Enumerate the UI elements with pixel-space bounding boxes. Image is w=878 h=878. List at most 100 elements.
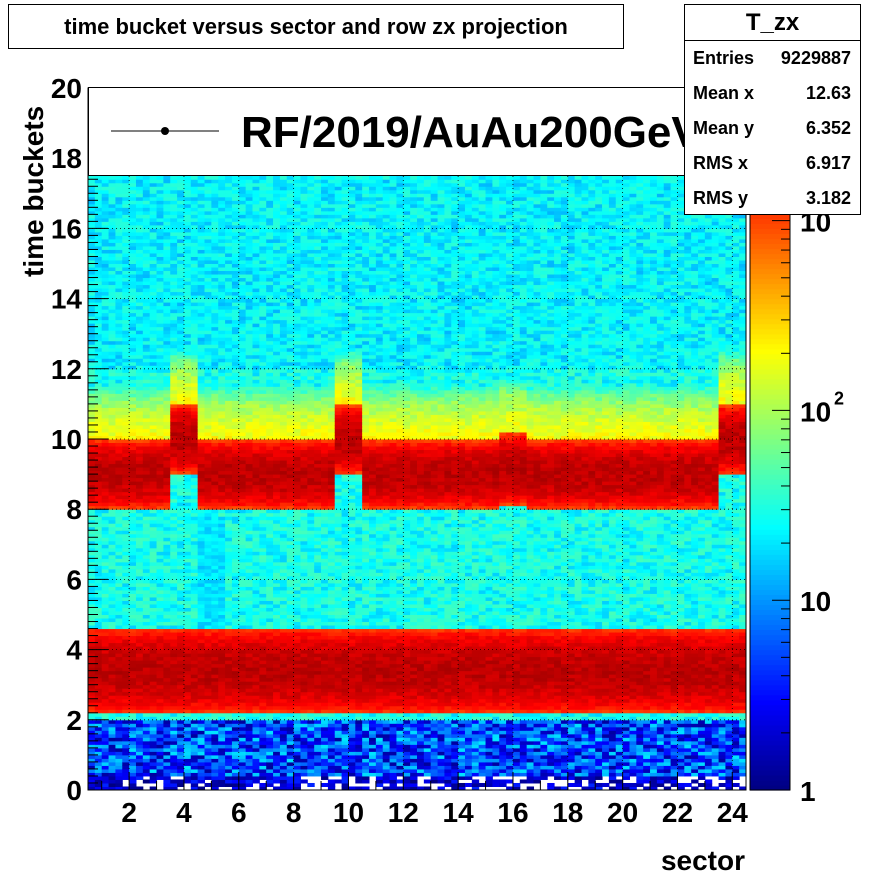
heatmap-cell (115, 277, 123, 282)
heatmap-cell (279, 558, 288, 563)
heatmap-cell (252, 196, 260, 201)
heatmap-cell (156, 775, 164, 780)
heatmap-cell (142, 214, 151, 219)
heatmap-cell (204, 347, 212, 352)
heatmap-cell (252, 656, 260, 661)
heatmap-cell (279, 516, 288, 521)
heatmap-cell (183, 607, 192, 612)
heatmap-cell (211, 463, 219, 468)
heatmap-cell (190, 558, 199, 563)
heatmap-cell (273, 238, 281, 243)
heatmap-cell (177, 642, 185, 647)
heatmap-cell (190, 344, 199, 349)
heatmap-cell (259, 400, 267, 405)
heatmap-cell (238, 210, 247, 215)
heatmap-cell (88, 435, 96, 440)
heatmap-cell (101, 368, 110, 373)
heatmap-cell (122, 582, 130, 587)
heatmap-cell (245, 298, 253, 303)
heatmap-cell (252, 733, 260, 738)
heatmap-cell (156, 712, 164, 717)
heatmap-cell (238, 263, 247, 268)
heatmap-cell (115, 632, 123, 637)
heatmap-cell (142, 537, 151, 542)
heatmap-cell (135, 242, 144, 247)
heatmap-cell (225, 533, 233, 538)
heatmap-cell (259, 435, 267, 440)
heatmap-cell (225, 242, 233, 247)
heatmap-cell (183, 309, 192, 314)
heatmap-cell (225, 245, 233, 250)
heatmap-cell (142, 245, 151, 250)
heatmap-cell (183, 295, 192, 300)
heatmap-cell (135, 698, 144, 703)
heatmap-cell (170, 379, 178, 384)
heatmap-cell (259, 551, 267, 556)
heatmap-cell (259, 681, 267, 686)
heatmap-cell (225, 316, 233, 321)
heatmap-cell (279, 600, 288, 605)
heatmap-cell (245, 649, 253, 654)
heatmap-cell (273, 488, 281, 493)
heatmap-cell (94, 765, 103, 770)
heatmap-cell (218, 779, 226, 784)
heatmap-cell (163, 698, 171, 703)
heatmap-cell (238, 589, 247, 594)
heatmap-cell (101, 217, 110, 222)
heatmap-cell (156, 625, 164, 630)
heatmap-cell (177, 505, 185, 510)
heatmap-cell (94, 786, 103, 791)
heatmap-cell (211, 256, 219, 261)
heatmap-cell (252, 519, 260, 524)
heatmap-cell (245, 414, 253, 419)
heatmap-cell (115, 593, 123, 598)
heatmap-cell (211, 512, 219, 517)
heatmap-cell (252, 382, 260, 387)
heatmap-cell (211, 761, 219, 766)
heatmap-cell (108, 765, 116, 770)
heatmap-cell (190, 772, 199, 777)
heatmap-cell (245, 639, 253, 644)
heatmap-cell (211, 737, 219, 742)
heatmap-cell (273, 449, 281, 454)
heatmap-cell (273, 386, 281, 391)
heatmap-cell (135, 298, 144, 303)
heatmap-cell (108, 779, 116, 784)
heatmap-cell (252, 267, 260, 272)
heatmap-cell (190, 593, 199, 598)
heatmap-cell (259, 516, 267, 521)
heatmap-cell (108, 435, 116, 440)
heatmap-cell (273, 217, 281, 222)
heatmap-cell (129, 249, 137, 254)
heatmap-cell (231, 431, 240, 436)
heatmap-cell (211, 460, 219, 465)
heatmap-cell (122, 516, 130, 521)
heatmap-cell (142, 361, 151, 366)
heatmap-cell (115, 516, 123, 521)
heatmap-cell (135, 523, 144, 528)
heatmap-cell (88, 751, 96, 756)
heatmap-cell (218, 295, 226, 300)
heatmap-cell (211, 740, 219, 745)
heatmap-cell (266, 495, 274, 500)
heatmap-cell (190, 733, 199, 738)
heatmap-cell (108, 537, 116, 542)
heatmap-cell (129, 196, 137, 201)
heatmap-cell (259, 323, 267, 328)
heatmap-cell (204, 217, 212, 222)
heatmap-cell (122, 249, 130, 254)
heatmap-cell (231, 712, 240, 717)
heatmap-cell (266, 586, 274, 591)
heatmap-cell (142, 235, 151, 240)
heatmap-cell (252, 677, 260, 682)
heatmap-cell (211, 765, 219, 770)
heatmap-cell (122, 403, 130, 408)
heatmap-cell (225, 270, 233, 275)
heatmap-cell (204, 396, 212, 401)
heatmap-cell (129, 284, 137, 289)
heatmap-cell (273, 410, 281, 415)
heatmap-cell (108, 203, 116, 208)
heatmap-cell (88, 565, 96, 570)
heatmap-cell (190, 495, 199, 500)
heatmap-cell (190, 326, 199, 331)
